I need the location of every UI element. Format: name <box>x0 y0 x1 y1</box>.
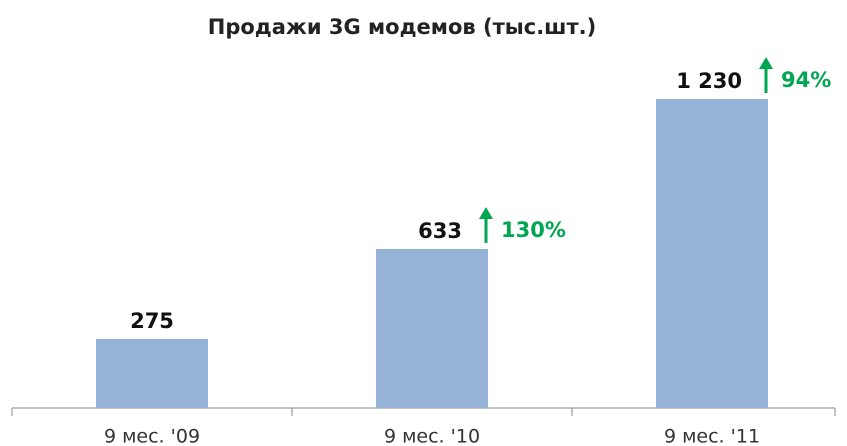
value-label: 1 230 <box>676 69 742 93</box>
x-tick-label: 9 мес. '10 <box>384 426 480 446</box>
x-tick-label: 9 мес. '09 <box>104 426 200 446</box>
x-tick-label: 9 мес. '11 <box>664 426 760 446</box>
chart-title: Продажи 3G модемов (тыс.шт.) <box>208 15 596 39</box>
bar <box>656 99 768 408</box>
bar <box>376 248 488 408</box>
value-label: 633 <box>418 219 462 243</box>
growth-arrow-head <box>759 57 773 69</box>
value-label: 275 <box>130 309 174 333</box>
growth-arrow-head <box>479 206 493 219</box>
growth-label: 130% <box>501 218 566 242</box>
bar <box>96 338 208 408</box>
growth-label: 94% <box>781 68 831 92</box>
